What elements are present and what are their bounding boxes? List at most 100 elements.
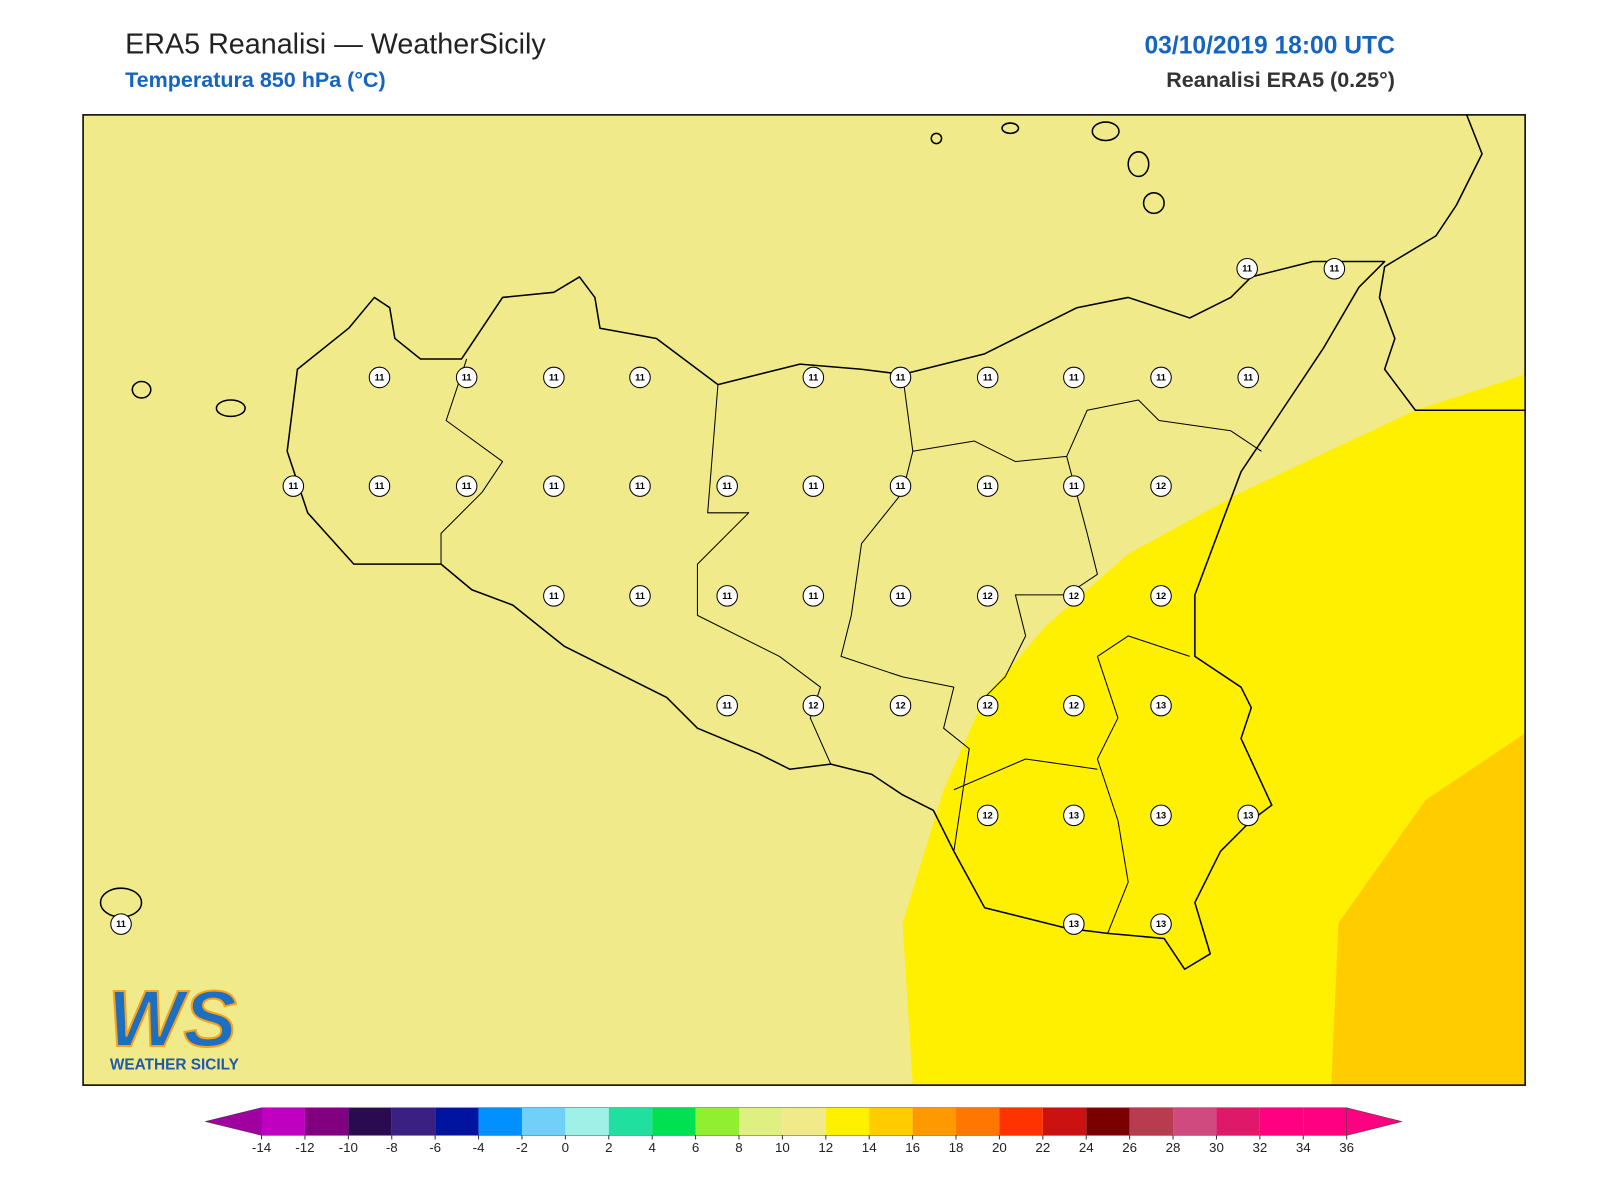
colorbar-tick-label: -4 (473, 1140, 485, 1155)
station: 11 (1063, 475, 1085, 497)
station-value: 11 (896, 481, 906, 491)
station: 11 (716, 475, 738, 497)
colorbar-segment (1259, 1107, 1304, 1136)
colorbar-segment (608, 1107, 653, 1136)
station: 11 (629, 475, 651, 497)
subtitle: Temperatura 850 hPa (°C) (125, 68, 386, 92)
station-marker (889, 694, 912, 717)
station-value: 13 (1156, 701, 1166, 711)
station-value: 12 (1069, 701, 1079, 711)
station-marker (976, 585, 999, 607)
calabria-coast (1378, 114, 1526, 412)
colorbar: -14 -12 -10 -8 -6 -4 -2 0 2 4 6 8 10 12 14 16 18 20 22 24 26… (205, 1107, 1403, 1155)
station-value: 13 (1243, 810, 1253, 820)
station: 13 (1150, 694, 1172, 717)
colorbar-segment (348, 1107, 392, 1136)
station-value: 11 (983, 372, 993, 382)
colorbar-segment (304, 1107, 349, 1136)
station: 11 (976, 366, 999, 389)
colorbar-tick-label: 8 (735, 1140, 742, 1155)
station: 11 (976, 475, 999, 497)
colorbar-tick-label: 28 (1166, 1140, 1181, 1155)
colorbar-segment (478, 1107, 522, 1136)
source: Reanalisi ERA5 (0.25°) (1166, 68, 1395, 92)
station-marker (455, 475, 478, 497)
colorbar-tick-label: 14 (862, 1140, 877, 1155)
station-marker (1236, 257, 1258, 280)
colorbar-segment (1303, 1107, 1347, 1136)
station: 11 (1063, 366, 1085, 389)
station-value: 13 (1156, 810, 1166, 820)
colorbar-tick-label: 0 (562, 1140, 569, 1155)
station: 11 (716, 694, 738, 717)
station-value: 11 (1156, 372, 1166, 382)
colorbar-tick-label: -6 (429, 1140, 441, 1155)
station-marker (629, 366, 651, 389)
station: 13 (1237, 804, 1259, 827)
station-value: 11 (635, 591, 645, 601)
station-value: 11 (808, 481, 818, 491)
station-value: 11 (1069, 481, 1079, 491)
colorbar-tick-label: 2 (605, 1140, 612, 1155)
station: 11 (1323, 257, 1346, 280)
colorbar-segment (695, 1107, 739, 1136)
station-value: 11 (116, 919, 126, 929)
station-marker (1150, 366, 1172, 389)
station-value: 11 (896, 372, 906, 382)
island (930, 132, 943, 145)
station: 11 (1236, 257, 1258, 280)
station: 12 (889, 694, 912, 717)
station-marker (1237, 366, 1259, 389)
station: 11 (629, 366, 651, 389)
colorbar-tick-label: 16 (905, 1140, 920, 1155)
station-value: 11 (1069, 372, 1079, 382)
stations: 11 11 11 11 11 11 11 11 11 11 11 11 11 11 11 11 11 11 11 11… (110, 257, 1346, 935)
station-value: 11 (722, 481, 732, 491)
station: 11 (543, 585, 565, 607)
station: 11 (455, 366, 478, 389)
station-marker (1237, 804, 1259, 827)
station: 11 (1237, 366, 1259, 389)
station-value: 11 (462, 372, 472, 382)
station-value: 12 (895, 701, 905, 711)
map-frame (82, 114, 1526, 1086)
station-marker (368, 366, 391, 389)
station-marker (543, 585, 565, 607)
station-value: 11 (549, 481, 559, 491)
station-value: 11 (635, 481, 645, 491)
province-borders (440, 358, 1262, 934)
island (1091, 121, 1120, 142)
station-value: 11 (808, 591, 818, 601)
station-marker (110, 913, 132, 935)
station: 11 (368, 475, 391, 497)
station-marker (716, 694, 738, 717)
colorbar-segment (1129, 1107, 1174, 1136)
station-marker (543, 475, 565, 497)
station-value: 12 (983, 701, 993, 711)
station: 12 (1150, 585, 1172, 607)
colorbar-segment (1086, 1107, 1130, 1136)
colorbar-tick-label: 6 (692, 1140, 699, 1155)
station-marker (1063, 694, 1085, 717)
colorbar-segment (782, 1107, 826, 1136)
colorbar-segment (869, 1107, 913, 1136)
colorbar-segment (435, 1107, 479, 1136)
station-marker (1063, 804, 1085, 827)
station-value: 11 (983, 481, 993, 491)
station: 11 (1150, 366, 1172, 389)
colorbar-tick-label: 4 (648, 1140, 656, 1155)
station-marker (716, 475, 738, 497)
station: 12 (1150, 475, 1172, 497)
station-value: 13 (1156, 919, 1166, 929)
colorbar-tick-label: 36 (1339, 1140, 1354, 1155)
station-marker (889, 366, 912, 389)
station-value: 11 (549, 591, 559, 601)
station-value: 11 (375, 372, 385, 382)
colorbar-tick-label: 32 (1252, 1140, 1267, 1155)
station: 11 (802, 366, 825, 389)
title: ERA5 Reanalisi — WeatherSicily (125, 28, 546, 60)
station-marker (1063, 585, 1085, 607)
station-value: 11 (462, 481, 472, 491)
station-marker (1150, 475, 1172, 497)
